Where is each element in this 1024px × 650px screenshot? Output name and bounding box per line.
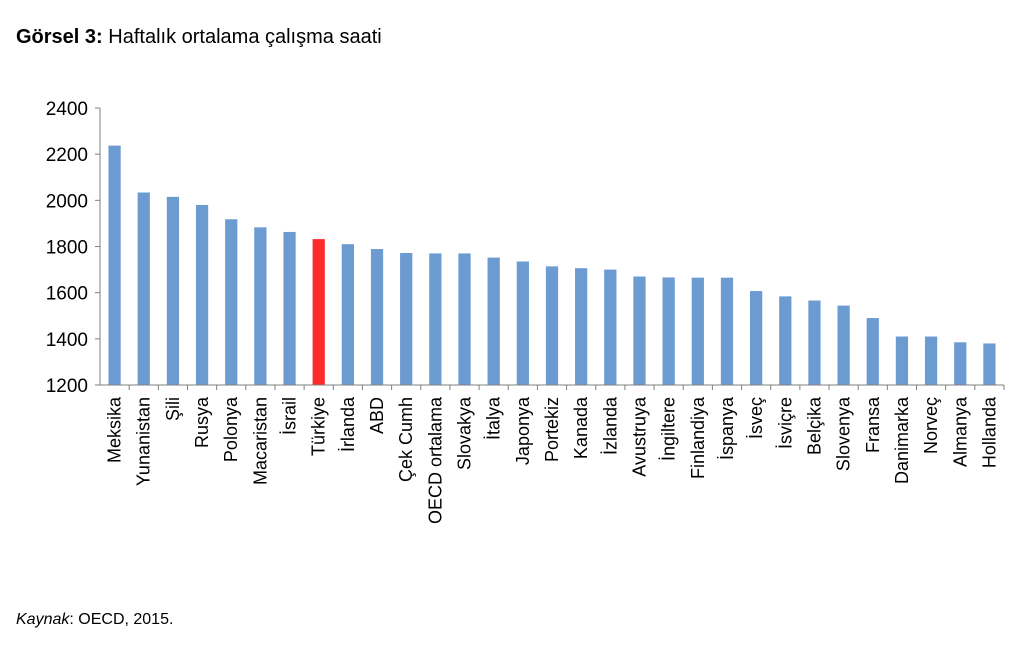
x-tick-label: Çek Cumh	[396, 397, 416, 482]
y-tick-label: 1600	[46, 284, 88, 305]
bar	[983, 343, 996, 385]
x-tick-label: İngiltere	[659, 397, 679, 461]
bar	[691, 277, 704, 385]
y-tick-label: 2000	[46, 191, 88, 212]
x-tick-label: Yunanistan	[134, 397, 154, 486]
bars	[108, 145, 996, 385]
x-tick-label: Finlandiya	[688, 396, 708, 479]
x-axis: Meksika Yunanistan Şili Rusya Polonya Macaris…	[100, 384, 1005, 524]
source-label: Kaynak	[16, 611, 70, 628]
x-tick-label: İspanya	[717, 396, 737, 460]
x-tick-label: İrlanda	[338, 396, 358, 452]
source-text: : OECD, 2015.	[69, 611, 174, 628]
bar	[312, 239, 325, 385]
x-tick-label: Türkiye	[309, 397, 329, 456]
bar	[604, 269, 617, 385]
x-tick-label: ABD	[367, 397, 387, 434]
bar	[283, 231, 296, 385]
x-tick-label: Kanada	[571, 396, 591, 459]
bar	[108, 145, 121, 385]
x-tick-label: Norveç	[921, 397, 941, 454]
bar	[633, 276, 646, 385]
x-tick-label: İsrail	[280, 397, 300, 435]
bar	[866, 318, 879, 385]
bar	[137, 192, 150, 385]
figure-label: Görsel 3:	[16, 26, 103, 48]
x-tick-label: Belçika	[804, 396, 824, 455]
x-tick-label: Slovenya	[834, 396, 854, 471]
bar	[166, 196, 180, 385]
x-tick-label: Hollanda	[979, 396, 999, 468]
bar	[458, 253, 471, 385]
y-tick-label: 1400	[46, 330, 88, 351]
x-tick-label: Polonya	[221, 396, 241, 462]
bar	[575, 268, 588, 385]
bar	[225, 219, 238, 385]
y-tick-label: 2200	[46, 145, 88, 166]
bar	[808, 300, 821, 385]
x-tick-label: Danimarka	[892, 396, 912, 484]
bar	[254, 227, 267, 385]
bar	[750, 291, 763, 385]
y-tick-label: 2400	[46, 99, 88, 120]
y-tick-label: 1800	[46, 238, 88, 259]
x-tick-label: Portekiz	[542, 397, 562, 462]
bar	[545, 266, 559, 385]
bar	[516, 261, 529, 385]
y-tick-label: 1200	[46, 376, 88, 397]
x-tick-label: Meksika	[105, 396, 125, 463]
x-tick-label: İsviçre	[775, 397, 795, 449]
bar	[400, 252, 413, 385]
x-tick-label: İtalya	[484, 396, 504, 440]
bar	[720, 277, 734, 385]
x-tick-label: OECD ortalama	[425, 396, 445, 524]
x-tick-label: Japonya	[513, 396, 533, 465]
bar	[779, 296, 792, 385]
x-tick-label: Almanya	[950, 396, 970, 467]
x-tick-label: İzlanda	[600, 396, 620, 455]
x-tick-label: Slovakya	[455, 396, 475, 470]
x-tick-label: Fransa	[863, 396, 883, 453]
x-tick-label: Rusya	[192, 396, 212, 448]
x-tick-label: İsveç	[746, 397, 766, 439]
bar	[837, 305, 850, 385]
chart-title: Görsel 3: Haftalık ortalama çalışma saat…	[16, 24, 382, 50]
bar	[924, 336, 938, 385]
bar	[662, 277, 675, 385]
x-tick-label: Şili	[163, 397, 183, 421]
figure-title: Haftalık ortalama çalışma saati	[108, 26, 382, 48]
bar	[341, 244, 354, 385]
x-tick-label: Avustruya	[629, 396, 649, 477]
bar-chart: 1200 1400 1600 1800 2000 2200 2400 Meksika Yuna…	[46, 99, 1005, 524]
bar	[429, 253, 442, 385]
x-tick-label: Macaristan	[250, 397, 270, 485]
bar	[195, 204, 209, 385]
bar	[487, 257, 500, 385]
bar	[895, 336, 909, 385]
source-note: Kaynak: OECD, 2015.	[16, 610, 173, 630]
bar	[954, 342, 967, 385]
bar	[370, 249, 384, 385]
y-axis: 1200 1400 1600 1800 2000 2200 2400	[46, 99, 101, 397]
